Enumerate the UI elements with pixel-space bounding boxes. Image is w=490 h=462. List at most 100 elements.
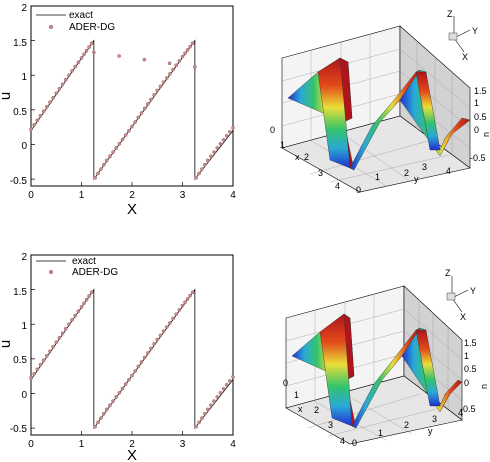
- data-point-ader-dg: [180, 54, 185, 59]
- data-point-ader-dg: [99, 167, 103, 171]
- data-point-ader-dg: [158, 333, 163, 338]
- data-point-ader-dg: [174, 63, 178, 67]
- legend-label-exact: exact: [69, 10, 93, 21]
- z-axis-label: u: [482, 132, 490, 137]
- data-point-ader-dg: [54, 91, 59, 96]
- data-point-ader-dg: [183, 300, 187, 305]
- x-axis-ticks: 0 1 2 3 4 x: [270, 125, 340, 191]
- data-point-ader-dg: [54, 340, 59, 345]
- y-tick-label: 0: [21, 141, 27, 152]
- data-point-ader-dg: [221, 386, 226, 391]
- data-point-ader-dg: [35, 367, 40, 372]
- data-point-ader-dg: [35, 118, 40, 123]
- data-point-ader-dg: [209, 403, 213, 408]
- y-tick-label: 2: [21, 3, 27, 14]
- data-point-ader-dg: [212, 150, 216, 154]
- data-point-ader-dg: [200, 167, 204, 171]
- legend-marker-ader-dg: [48, 269, 54, 275]
- y-tick-label: -0.5: [10, 424, 28, 435]
- data-point-ader-dg: [203, 162, 207, 167]
- data-point-ader-dg: [96, 420, 100, 425]
- data-point-ader-dg: [168, 72, 172, 76]
- data-point-ader-dg: [92, 50, 96, 55]
- data-point-ader-dg: [123, 133, 128, 137]
- data-point-ader-dg: [161, 329, 166, 333]
- y-tick-label: 0.5: [13, 355, 27, 366]
- data-point-ader-dg: [167, 61, 172, 66]
- y-tick-labels: -0.5 0 0.5 1 1.5 2: [10, 252, 28, 435]
- data-point-ader-dg: [180, 303, 185, 308]
- x-tick-label: 0: [28, 439, 34, 450]
- data-point-ader-dg: [142, 355, 147, 360]
- data-point-ader-dg: [87, 45, 91, 49]
- data-point-ader-dg: [44, 104, 49, 109]
- y-tick-labels: -0.5 0 0.5 1 1.5 2: [10, 3, 28, 187]
- legend-label-ader-dg: ADER-DG: [72, 267, 118, 278]
- data-point-ader-dg: [111, 150, 115, 154]
- data-point-ader-dg: [73, 64, 77, 69]
- data-point-ader-dg: [212, 399, 216, 403]
- data-point-ader-dg: [224, 383, 229, 387]
- data-point-ader-dg: [152, 342, 156, 346]
- data-point-ader-dg: [149, 346, 153, 351]
- y-tick-label: 4: [446, 166, 451, 176]
- x-axis-label: x: [295, 152, 300, 162]
- data-point-ader-dg: [177, 308, 182, 312]
- data-point-ader-dg: [93, 424, 97, 429]
- data-point-ader-dg: [152, 93, 156, 97]
- data-point-ader-dg: [108, 154, 112, 159]
- data-point-ader-dg: [194, 424, 198, 429]
- x-tick-label: 0: [270, 125, 275, 135]
- data-point-ader-dg: [38, 113, 43, 118]
- data-point-ader-dg: [136, 364, 141, 369]
- x-tick-labels: 0 1 2 3 4: [28, 439, 236, 450]
- data-point-ader-dg: [51, 344, 55, 349]
- data-point-ader-dg: [190, 290, 195, 295]
- y-tick-label: 4: [458, 408, 463, 418]
- data-point-ader-dg: [130, 373, 134, 378]
- data-point-ader-dg: [185, 48, 190, 52]
- data-point-ader-dg: [127, 377, 131, 382]
- data-point-ader-dg: [142, 106, 147, 111]
- x-tick-label: 4: [335, 181, 340, 191]
- plot-series: [29, 288, 235, 430]
- x-axis-label: x: [298, 404, 303, 414]
- data-point-ader-dg: [93, 175, 97, 180]
- box-floor: [281, 115, 471, 193]
- legend-label-ader-dg: ADER-DG: [69, 22, 115, 33]
- x-tick-label: 2: [129, 439, 135, 450]
- y-tick-label: 3: [422, 162, 427, 172]
- data-point-ader-dg: [139, 360, 144, 364]
- x-tick-label: 4: [230, 190, 236, 201]
- legend: exact ADER-DG: [36, 10, 115, 33]
- data-point-ader-dg: [149, 97, 153, 102]
- data-point-ader-dg: [133, 369, 137, 373]
- series-line-exact: [30, 288, 234, 430]
- data-point-ader-dg: [155, 88, 160, 93]
- y-tick-label: 1.5: [13, 287, 27, 298]
- data-point-ader-dg: [193, 65, 197, 69]
- data-point-ader-dg: [108, 403, 112, 408]
- z-tick-label: 1.5: [474, 86, 487, 96]
- data-point-ader-dg: [218, 141, 223, 146]
- data-point-ader-dg: [44, 353, 49, 358]
- data-point-ader-dg: [231, 126, 235, 130]
- data-point-ader-dg: [123, 382, 128, 386]
- data-point-ader-dg: [114, 395, 119, 399]
- series-line-exact: [30, 39, 234, 181]
- data-point-ader-dg: [164, 325, 169, 329]
- y-axis-label: u: [0, 340, 14, 348]
- data-point-ader-dg: [177, 59, 182, 63]
- data-point-ader-dg: [117, 54, 121, 58]
- x-axis-ticks: 0 1 2 3 4 x: [283, 378, 345, 446]
- y-axis-label: y: [414, 174, 419, 184]
- surface-band: [401, 327, 463, 413]
- data-point-ader-dg: [224, 134, 229, 138]
- data-point-ader-dg: [67, 73, 71, 78]
- x-tick-label: 3: [328, 420, 333, 430]
- data-point-ader-dg: [145, 351, 150, 355]
- data-point-ader-dg: [32, 371, 36, 376]
- x-tick-label: 4: [340, 436, 345, 446]
- y-tick-label: 1: [378, 428, 383, 438]
- plot-frame: [30, 254, 234, 436]
